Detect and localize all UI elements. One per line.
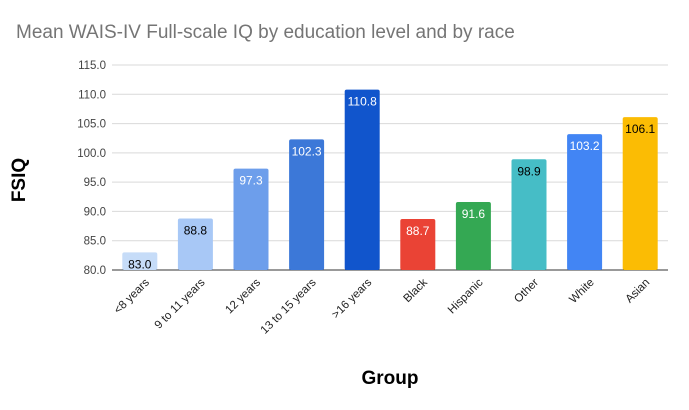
bar (455, 202, 491, 270)
data-label: 106.1 (625, 122, 655, 136)
data-label: 97.3 (239, 174, 263, 188)
category-label: White (567, 277, 596, 306)
category-label: 12 years (223, 276, 263, 316)
data-label: 103.2 (570, 139, 600, 153)
bar (511, 159, 547, 270)
y-tick-label: 110.0 (78, 89, 106, 101)
bar (344, 89, 380, 270)
x-axis-label: Group (361, 368, 419, 389)
chart-title: Mean WAIS-IV Full-scale IQ by education … (16, 22, 515, 43)
bar (400, 219, 436, 270)
bar (122, 252, 158, 270)
bar (177, 218, 213, 270)
y-tick-label: 90.0 (84, 206, 106, 218)
y-tick-label: 105.0 (77, 119, 106, 131)
bar (289, 139, 325, 270)
data-label: 83.0 (128, 257, 152, 271)
y-tick-label: 115.0 (78, 60, 106, 72)
category-label: 13 to 15 years (259, 276, 319, 336)
y-tick-label: 85.0 (84, 236, 106, 248)
data-label: 88.7 (406, 224, 430, 238)
category-label: Black (402, 276, 431, 305)
category-label: <8 years (112, 276, 152, 316)
category-label: Other (512, 277, 541, 306)
category-label: Asian (623, 277, 652, 306)
bar (233, 168, 269, 270)
bar (622, 117, 658, 270)
category-label: 9 to 11 years (153, 276, 208, 331)
data-label: 88.8 (184, 223, 208, 237)
y-tick-label: 80.0 (84, 265, 106, 277)
category-label: >16 years (330, 276, 375, 321)
y-tick-label: 100.0 (77, 148, 106, 160)
data-label: 110.8 (348, 95, 377, 109)
data-label: 98.9 (517, 164, 541, 178)
data-label: 102.3 (292, 144, 322, 158)
category-label: Hispanic (446, 276, 486, 316)
data-label: 91.6 (462, 207, 486, 221)
bar (567, 134, 603, 270)
y-tick-label: 95.0 (84, 177, 106, 189)
